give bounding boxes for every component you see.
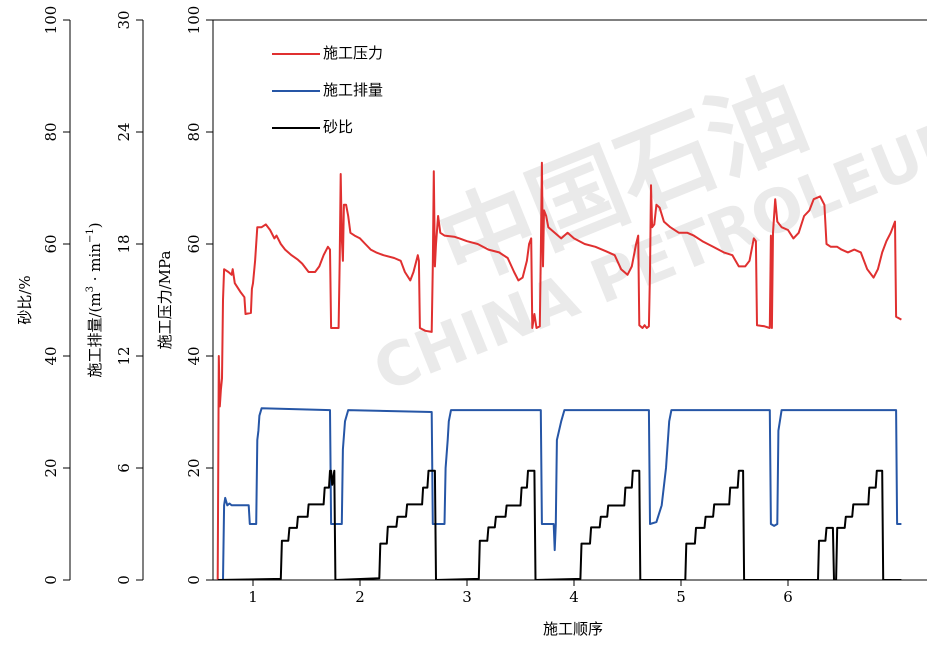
sand-tick-label: 20 (42, 458, 60, 477)
sand-tick-label: 60 (42, 234, 60, 253)
series-group (216, 161, 902, 580)
series-line-1 (216, 161, 902, 580)
series-line-2 (217, 407, 902, 580)
legend-label: 施工排量 (323, 81, 383, 99)
rate-axis: 0 6 12 18 24 30 (115, 10, 144, 585)
pressure-tick-label: 80 (185, 122, 203, 141)
rate-tick-label: 30 (115, 10, 133, 29)
x-tick-label: 6 (783, 588, 793, 606)
rate-tick-label: 6 (115, 463, 133, 473)
sand-axis: 0 20 40 60 80 100 (42, 6, 71, 585)
sand-tick-label: 40 (42, 346, 60, 365)
x-tick-label: 5 (676, 588, 686, 606)
pressure-tick-label: 40 (185, 346, 203, 365)
rate-tick-label: 24 (115, 122, 133, 141)
sand-axis-title: 砂比/% (16, 275, 34, 324)
legend-label: 施工压力 (323, 44, 383, 62)
sand-tick-label: 80 (42, 122, 60, 141)
rate-tick-label: 18 (115, 234, 133, 253)
sand-tick-label: 100 (42, 6, 60, 35)
sand-tick-label: 0 (42, 575, 60, 585)
pressure-tick-label: 20 (185, 458, 203, 477)
rate-tick-label: 12 (115, 346, 133, 365)
pressure-tick-label: 100 (185, 6, 203, 35)
x-axis-title: 施工顺序 (543, 620, 603, 638)
x-tick-label: 2 (355, 588, 365, 606)
x-axis: 1 2 3 4 5 6 (248, 580, 793, 606)
watermark: 中国石油 CHINA PETROLEUM EXP (364, 43, 927, 406)
x-tick-label: 4 (569, 588, 579, 606)
pressure-tick-label: 60 (185, 234, 203, 253)
x-tick-label: 1 (248, 588, 258, 606)
rate-axis-title: 施工排量/(m3 · min−1) (85, 222, 104, 377)
pressure-axis-title: 施工压力/MPa (156, 251, 174, 350)
x-tick-label: 3 (462, 588, 472, 606)
pressure-axis: 0 20 40 60 80 100 (185, 6, 213, 585)
rate-tick-label: 0 (115, 575, 133, 585)
pressure-tick-label: 0 (185, 575, 203, 585)
legend-label: 砂比 (323, 118, 353, 136)
series-line-3 (217, 469, 902, 580)
